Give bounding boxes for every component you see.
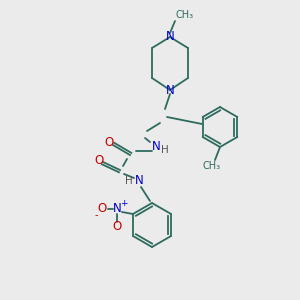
Text: N: N xyxy=(166,31,174,44)
Text: O: O xyxy=(112,220,122,232)
Text: O: O xyxy=(104,136,114,148)
Text: H: H xyxy=(125,176,133,186)
Text: CH₃: CH₃ xyxy=(203,161,221,171)
Text: N: N xyxy=(152,140,160,154)
Text: CH₃: CH₃ xyxy=(175,10,193,20)
Text: N: N xyxy=(166,83,174,97)
Text: N: N xyxy=(135,175,143,188)
Text: O: O xyxy=(97,202,106,215)
Text: H: H xyxy=(161,145,169,155)
Text: O: O xyxy=(94,154,103,166)
Text: +: + xyxy=(120,199,128,208)
Text: -: - xyxy=(94,210,98,220)
Text: N: N xyxy=(112,202,121,215)
